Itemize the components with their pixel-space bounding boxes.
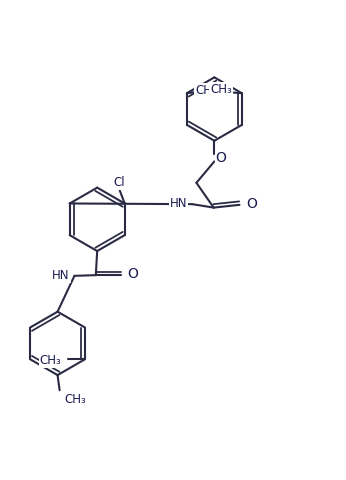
Text: HN: HN <box>170 197 188 210</box>
Text: O: O <box>128 267 138 281</box>
Text: O: O <box>246 197 257 211</box>
Text: CH₃: CH₃ <box>64 393 86 406</box>
Text: O: O <box>216 151 227 165</box>
Text: Cl: Cl <box>113 176 125 189</box>
Text: HN: HN <box>52 269 70 282</box>
Text: CH₃: CH₃ <box>210 83 232 96</box>
Text: CH₃: CH₃ <box>195 84 217 97</box>
Text: CH₃: CH₃ <box>40 354 62 368</box>
